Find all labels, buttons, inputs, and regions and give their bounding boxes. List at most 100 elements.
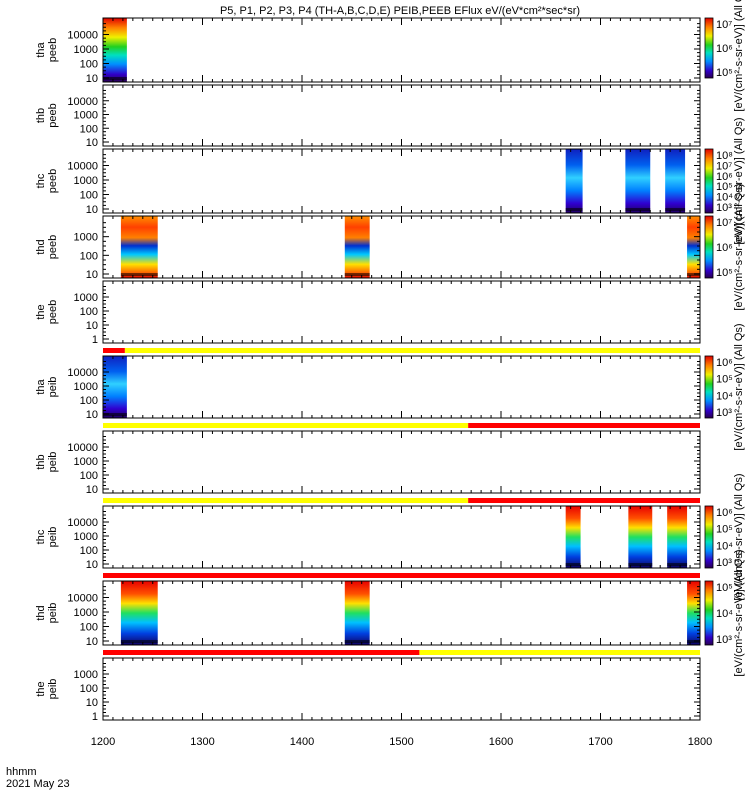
y-tick-label: 1000 [74,232,98,244]
y-tick-label: 1000 [74,531,98,543]
x-tick-label: 1500 [389,736,413,748]
colorbar-tick-label: 10⁸ [716,150,733,162]
x-tick-label: 1800 [688,736,712,748]
spectrogram-floor [628,563,653,566]
colorbar-tick-label: 10⁷ [716,160,732,172]
quality-flag-bars [103,348,700,655]
y-tick-label: 10 [86,636,98,648]
y-axis-label-probe: tha [35,41,47,57]
colorbar-thd_peib: 10⁵ 10⁴ 10³ [eV/(cm²-s-sr-eV)] (All Qs) [704,549,745,677]
colorbar-thd_peeb: 10⁷ 10⁶ 10⁵ [eV/(cm²-s-sr-eV)] (All Qs) [704,183,745,311]
y-tick-label: 10 [86,204,98,216]
panel-frame [102,148,701,214]
time-axis-label: hhmm [6,766,37,778]
spectrogram-block [687,216,700,278]
colorbar-tick-label: 10⁶ [716,357,733,369]
panel-frame [102,17,701,83]
colorbar-tick-label: 10⁵ [716,181,733,193]
spectrogram-block [625,149,651,213]
y-axis-label-probe: thd [35,239,47,254]
y-axis-label-instrument: peeb [47,235,59,259]
y-tick-label: 1000 [74,669,98,681]
spectrogram-block [667,506,688,568]
spectrogram-floor [103,77,127,80]
y-tick-label: 100 [80,395,98,407]
colorbar-scale [704,580,714,646]
quality-flag-segment [103,423,469,428]
y-tick-label: 100 [80,190,98,202]
spectrogram-block [565,506,581,568]
panel-frame [102,505,701,569]
y-axis-label-instrument: peib [47,377,59,398]
y-tick-label: 1000 [74,44,98,56]
panel-frame [102,215,701,279]
y-axis-label-probe: thc [35,529,47,544]
y-tick-label: 100 [80,545,98,557]
y-tick-label: 10000 [67,96,98,108]
y-axis-label-instrument: peib [47,527,59,548]
quality-flag-segment [468,423,700,428]
y-tick-label: 100 [80,250,98,262]
y-tick-label: 10000 [67,30,98,42]
spectrogram-block [120,581,158,645]
spectrogram-floor [625,208,651,211]
y-tick-label: 10 [86,559,98,571]
figure-title: P5, P1, P2, P3, P4 (TH-A,B,C,D,E) PEIB,P… [220,5,580,17]
y-axis-label-instrument: peeb [47,300,59,324]
panel-the_peeb: 1000 100 10 1 the peeb [35,280,701,346]
y-axis-label-instrument: peib [47,603,59,624]
y-axis-label-instrument: peeb [47,169,59,193]
colorbar-label: [eV/(cm²-s-sr-eV)] (All Qs) [733,323,745,450]
colorbar-tick-label: 10⁵ [716,524,733,536]
colorbar-tha_peeb: 10⁷ 10⁶ 10⁵ [eV/(cm²-s-sr-eV)] (All Qs) [704,0,745,112]
spectrogram-floor [344,640,370,643]
y-tick-label: 10 [86,320,98,332]
y-tick-label: 10000 [67,161,98,173]
quality-flag-segment [124,348,700,353]
colorbar-scale [704,215,714,279]
quality-flag-segment [468,498,700,503]
spectrogram-floor [565,563,581,566]
y-axis-label-instrument: peeb [47,103,59,127]
spectrogram-block [103,18,127,82]
colorbar-tick-label: 10⁷ [716,217,732,229]
colorbar-tick-label: 10³ [716,634,732,646]
y-tick-label: 10 [86,697,98,709]
x-tick-label: 1300 [190,736,214,748]
spectrogram-block [344,216,370,278]
panel-frame [102,355,701,419]
spectrogram-block [120,216,158,278]
spectrogram-block [344,581,370,645]
y-axis-label-probe: thd [35,605,47,620]
panel-thd_peeb: 1000 100 10 thd peeb 10⁷ 10⁶ 10⁵ [eV/(cm²-s-sr-e… [35,183,745,310]
y-tick-label: 100 [80,59,98,71]
panel-tha_peeb: 10000 1000 100 10 tha peeb 10⁷ 10⁶ 10⁵ [eV/(cm²-s… [35,0,745,112]
y-tick-label: 1000 [74,456,98,468]
panel-the_peib: 1000 100 10 1 the peib [35,657,701,723]
panel-frame [102,657,701,721]
y-tick-label: 100 [80,470,98,482]
colorbar-tick-label: 10⁷ [716,19,732,31]
quality-flag-segment [103,498,469,503]
quality-flag-segment [103,348,125,353]
colorbar-tick-label: 10⁴ [716,540,733,552]
y-tick-label: 1000 [74,381,98,393]
panel-frame [102,580,701,646]
y-tick-label: 10000 [67,593,98,605]
y-tick-label: 1000 [74,175,98,187]
spectrogram-floor [120,640,158,643]
x-tick-label: 1400 [290,736,314,748]
y-axis-label-probe: the [35,681,47,696]
y-tick-label: 10 [86,409,98,421]
colorbar-tick-label: 10³ [716,557,732,569]
colorbar-tha_peib: 10⁶ 10⁵ 10⁴ 10³ [eV/(cm²-s-sr-eV)] (All Qs) [704,323,745,451]
x-tick-label: 1200 [91,736,115,748]
panel-frame [102,84,701,147]
spectrogram-floor [687,640,700,643]
quality-flag-segment [103,650,420,655]
y-tick-label: 10000 [67,517,98,529]
colorbar-tick-label: 10⁶ [716,507,733,519]
